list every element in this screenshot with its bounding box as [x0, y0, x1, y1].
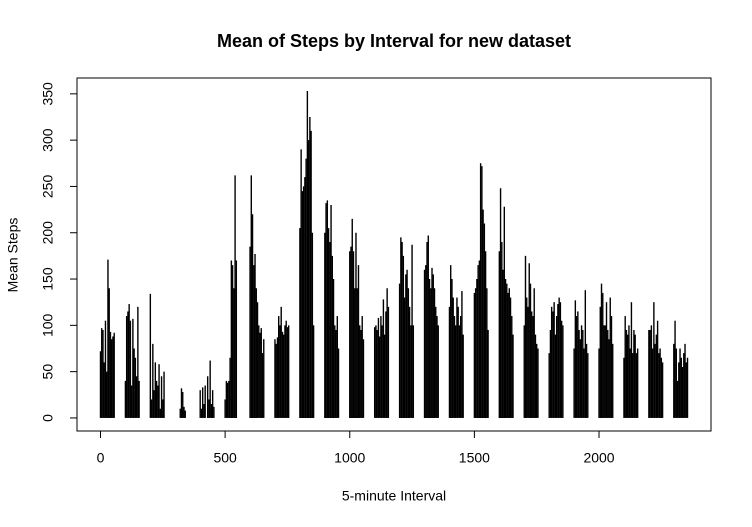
x-tick-label: 500 — [213, 450, 237, 466]
y-tick-label: 200 — [40, 221, 56, 245]
x-tick-label: 2000 — [583, 450, 614, 466]
y-tick-label: 100 — [40, 313, 56, 337]
x-tick-label: 0 — [97, 450, 105, 466]
y-tick-label: 300 — [40, 128, 56, 152]
y-tick-label: 250 — [40, 175, 56, 199]
x-axis-label: 5-minute Interval — [342, 488, 446, 504]
plot-box — [76, 77, 712, 432]
chart-title: Mean of Steps by Interval for new datase… — [217, 31, 571, 51]
x-tick-label: 1000 — [334, 450, 365, 466]
y-tick-label: 0 — [40, 414, 56, 422]
y-tick-label: 50 — [40, 364, 56, 380]
y-axis-label: Mean Steps — [5, 218, 21, 293]
y-tick-label: 350 — [40, 82, 56, 106]
y-tick-label: 150 — [40, 267, 56, 291]
x-tick-label: 1500 — [459, 450, 490, 466]
